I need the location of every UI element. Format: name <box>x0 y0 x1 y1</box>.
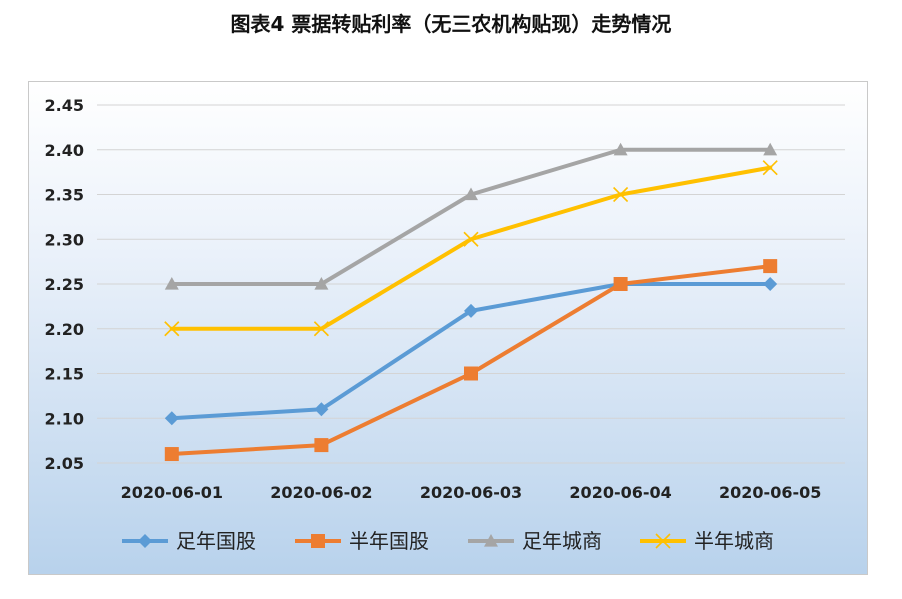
legend-label: 足年国股 <box>176 529 256 553</box>
y-tick-label: 2.05 <box>45 454 84 473</box>
data-point-series-3 <box>763 142 778 156</box>
y-tick-label: 2.40 <box>45 141 84 160</box>
legend-marker <box>138 534 152 548</box>
data-point-series-2 <box>314 438 329 453</box>
x-tick-label: 2020-06-04 <box>569 483 671 502</box>
y-tick-label: 2.30 <box>45 230 84 249</box>
data-point-series-1 <box>464 303 478 318</box>
legend-marker <box>484 534 498 547</box>
legend-label: 足年城商 <box>522 529 602 553</box>
data-point-series-3 <box>314 277 329 290</box>
data-point-series-2 <box>464 366 478 381</box>
data-point-series-2 <box>613 277 628 291</box>
data-point-series-3 <box>613 142 628 156</box>
y-tick-label: 2.45 <box>45 96 84 115</box>
y-tick-label: 2.15 <box>45 365 84 384</box>
data-point-series-1 <box>164 411 179 426</box>
data-point-series-4 <box>463 231 479 247</box>
legend-label: 半年城商 <box>694 529 774 553</box>
data-point-series-3 <box>164 277 179 290</box>
y-tick-label: 2.35 <box>45 186 84 205</box>
legend-label: 半年国股 <box>349 529 429 553</box>
data-point-series-4 <box>164 321 180 337</box>
data-point-series-2 <box>164 447 179 462</box>
data-point-series-4 <box>313 321 329 337</box>
data-point-series-3 <box>464 187 478 201</box>
series-line-3 <box>169 147 773 286</box>
x-tick-label: 2020-06-03 <box>420 483 522 502</box>
x-tick-label: 2020-06-05 <box>719 483 821 502</box>
data-point-series-2 <box>763 259 778 274</box>
y-tick-label: 2.20 <box>45 320 84 339</box>
data-point-series-1 <box>763 277 778 291</box>
series-line-2 <box>169 264 773 457</box>
x-tick-label: 2020-06-02 <box>270 483 372 502</box>
y-tick-label: 2.25 <box>45 275 84 294</box>
data-point-series-4 <box>762 160 778 176</box>
data-point-series-4 <box>613 186 629 203</box>
legend-marker <box>311 534 325 548</box>
legend-marker <box>655 533 671 549</box>
y-tick-label: 2.10 <box>45 409 84 428</box>
chart-title: 图表4 票据转贴利率（无三农机构贴现）走势情况 <box>230 12 672 36</box>
x-tick-label: 2020-06-01 <box>121 483 223 502</box>
data-point-series-1 <box>314 402 329 417</box>
